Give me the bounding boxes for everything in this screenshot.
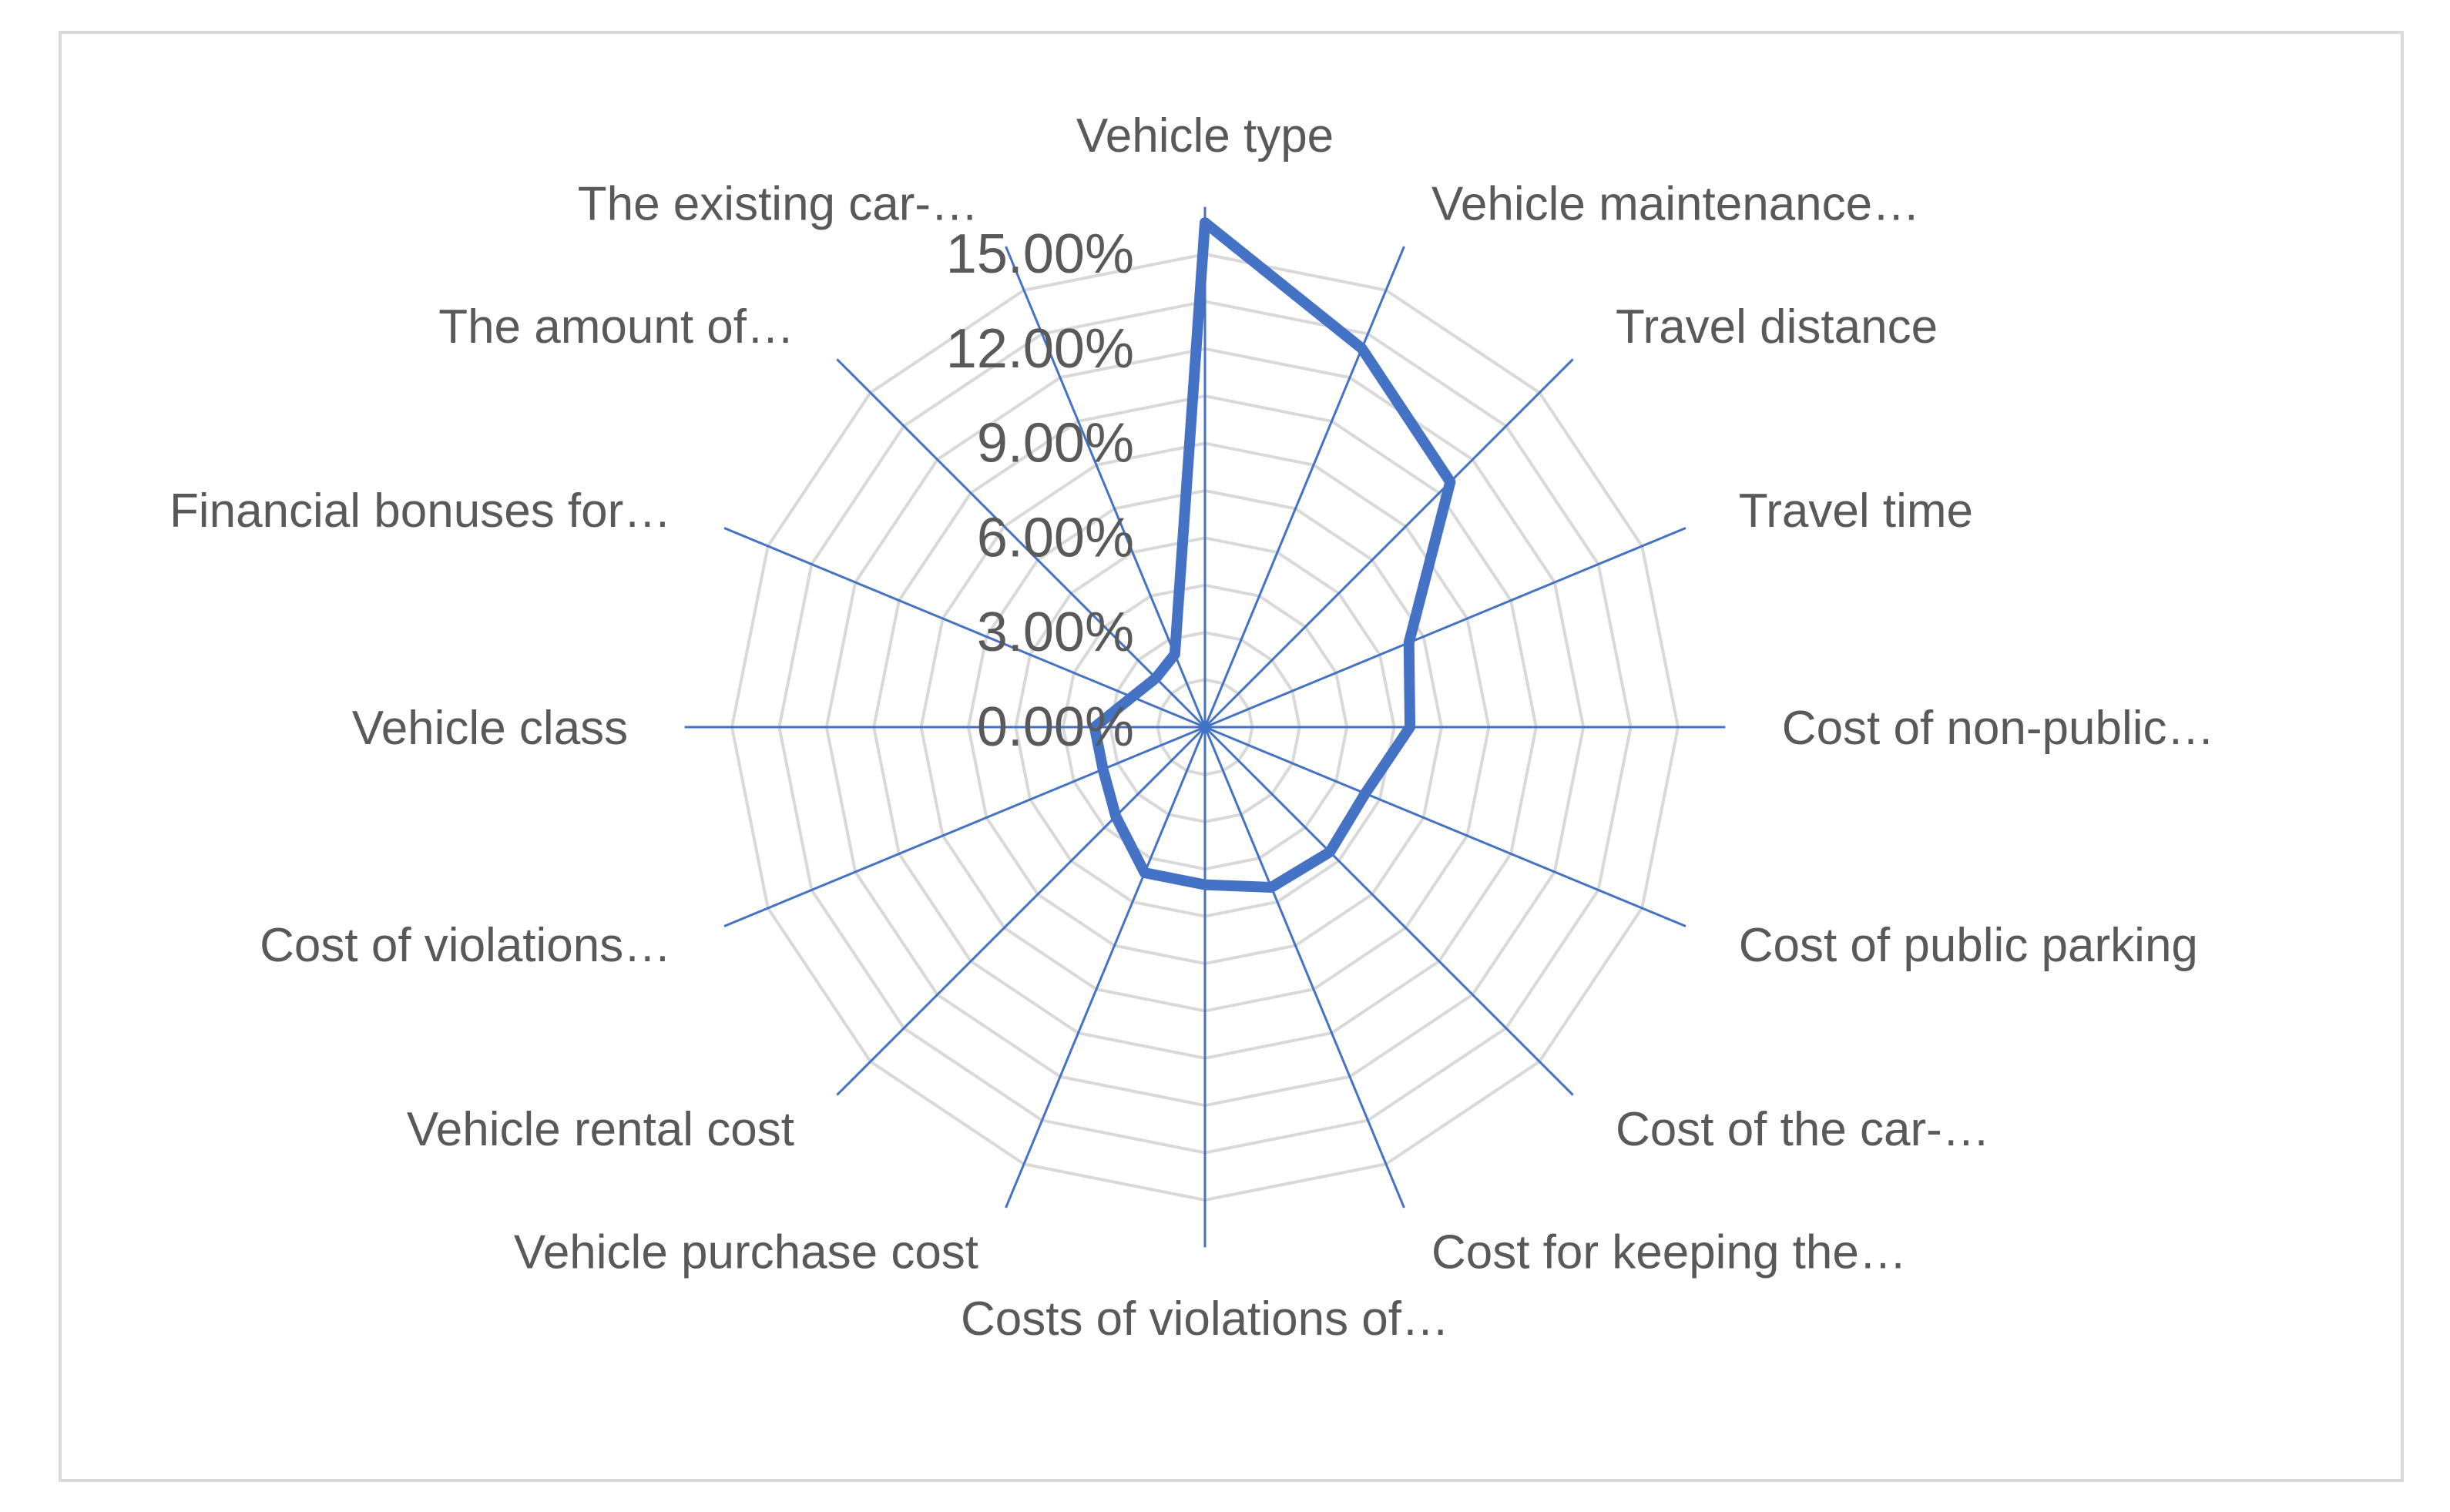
axis-spoke: [723, 726, 1206, 927]
category-label: Vehicle purchase cost: [514, 1226, 978, 1279]
category-label: Travel time: [1739, 484, 1973, 538]
category-label: Cost of public parking: [1739, 919, 2198, 972]
data-point: [1200, 218, 1210, 228]
data-point: [1445, 477, 1455, 487]
category-label: The existing car-…: [578, 177, 978, 230]
data-point: [1170, 649, 1180, 659]
axis-spoke: [723, 527, 1206, 729]
category-label: Cost of non-public…: [1782, 702, 2215, 755]
category-label: Travel distance: [1616, 300, 1938, 354]
category-label: Vehicle type: [1076, 109, 1334, 163]
data-point: [1404, 638, 1414, 648]
tick-label: 3.00%: [977, 602, 1134, 663]
category-label: Vehicle class: [352, 702, 628, 755]
axis-spoke: [836, 726, 1207, 1096]
data-point: [1325, 847, 1335, 857]
chart-frame: [59, 31, 2404, 1482]
data-point: [1151, 673, 1161, 683]
axis-spoke: [1204, 527, 1686, 729]
category-labels: Vehicle type Vehicle maintenance… Travel d…: [169, 109, 2215, 1346]
axis-spoke: [1203, 726, 1405, 1209]
tick-label: 6.00%: [977, 507, 1134, 568]
category-label: Financial bonuses for…: [169, 484, 671, 538]
tick-label: 15.00%: [946, 223, 1134, 285]
data-point: [1357, 344, 1367, 354]
data-point: [1089, 722, 1099, 732]
radial-tick-labels: 0.00% 3.00% 6.00% 9.00% 12.00% 15.00%: [946, 223, 1134, 758]
category-label: Cost of the car-…: [1616, 1103, 1990, 1156]
series-layer: [1089, 217, 1456, 893]
data-point: [1098, 764, 1108, 774]
series-line: [1089, 217, 1456, 893]
data-point: [1267, 882, 1277, 892]
data-point: [1360, 789, 1370, 799]
data-point: [1111, 811, 1121, 821]
axis-spoke: [1203, 726, 1574, 1096]
data-point: [1127, 692, 1137, 702]
axis-spoke: [1203, 358, 1574, 729]
category-label: Costs of violations of…: [961, 1292, 1449, 1346]
axis-spoke: [1203, 246, 1405, 728]
data-point: [1405, 722, 1415, 732]
category-label: Vehicle maintenance…: [1431, 177, 1920, 230]
axis-spoke: [1005, 726, 1207, 1209]
category-label: Cost for keeping the…: [1431, 1226, 1907, 1279]
category-label: The amount of…: [438, 300, 794, 354]
axis-spoke: [836, 358, 1207, 729]
axis-spokes: [684, 206, 1726, 1248]
data-point: [1200, 880, 1210, 890]
data-point: [1139, 868, 1149, 878]
category-label: Vehicle rental cost: [407, 1103, 794, 1156]
tick-label: 0.00%: [977, 696, 1134, 758]
axis-spoke: [1204, 726, 1686, 927]
category-label: Cost of violations…: [260, 919, 671, 972]
tick-label: 12.00%: [946, 318, 1134, 380]
tick-label: 9.00%: [977, 413, 1134, 474]
